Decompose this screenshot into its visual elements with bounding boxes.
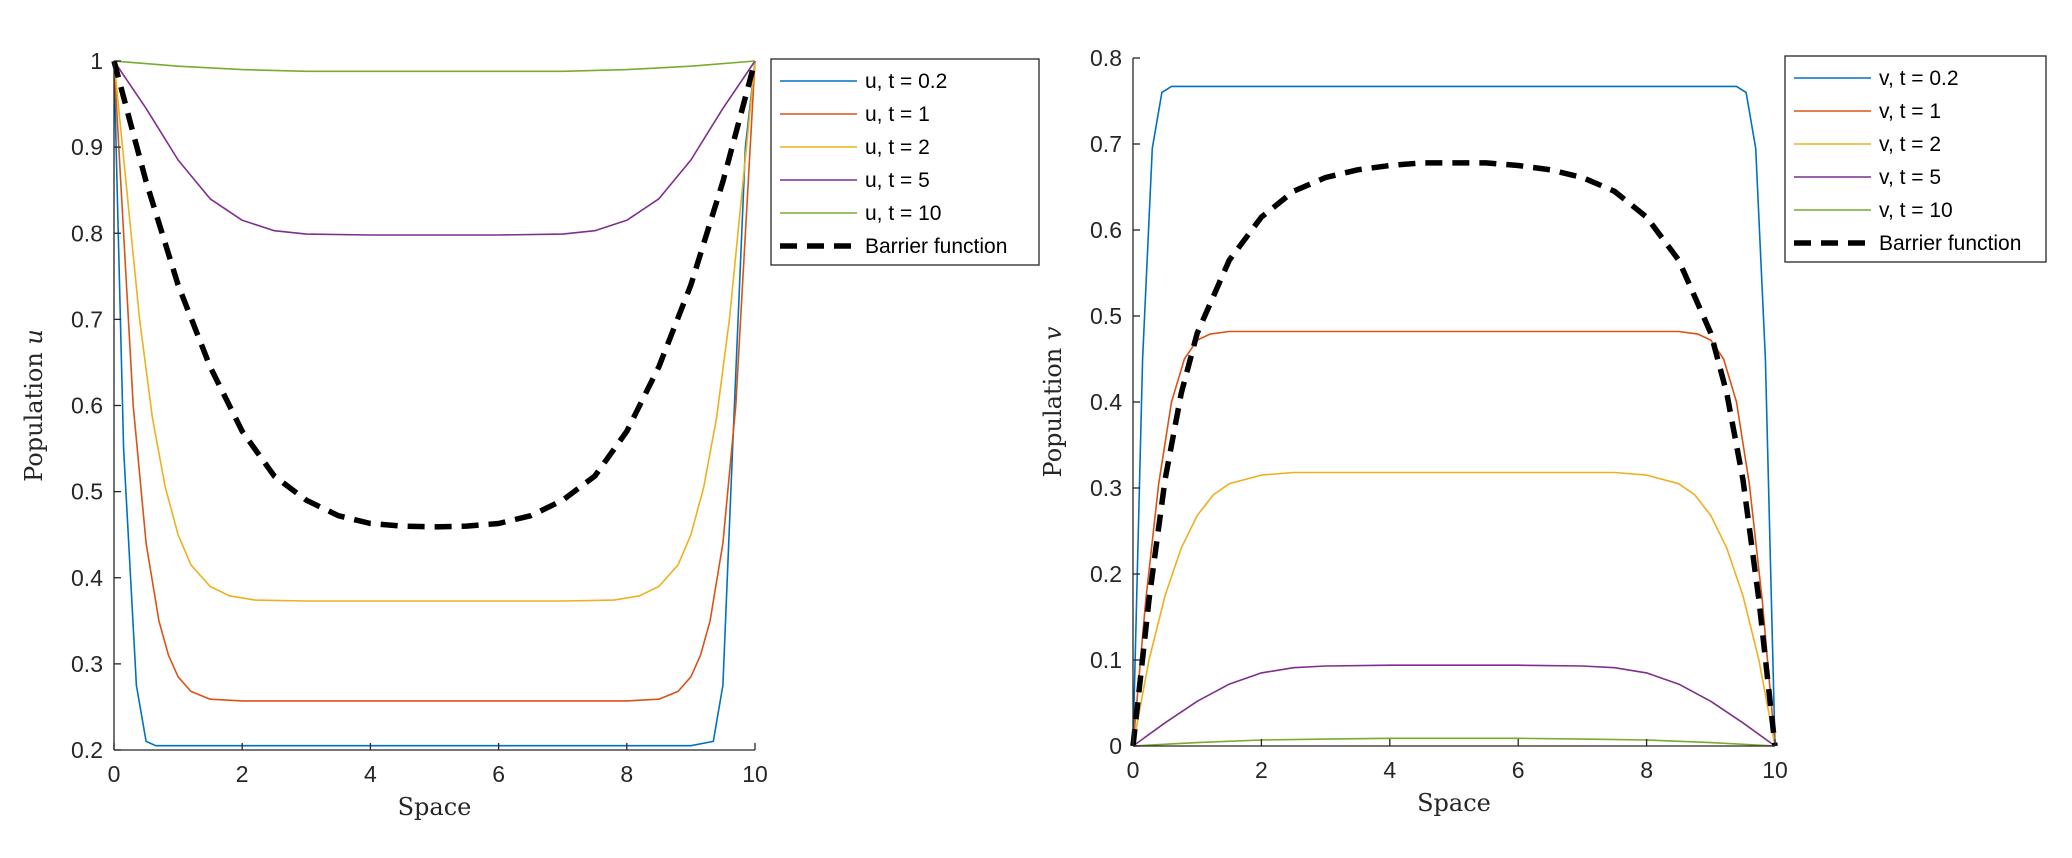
y-tick-label: 0.1	[1090, 647, 1122, 673]
legend-label: v, t = 2	[1879, 133, 1941, 156]
x-tick-label: 0	[1127, 757, 1140, 783]
x-axis-title: Space	[1417, 789, 1491, 817]
x-tick-label: 8	[620, 761, 633, 787]
x-tick-label: 4	[1383, 757, 1396, 783]
legend-label: u, t = 0.2	[865, 70, 947, 93]
series-line-3	[113, 60, 756, 602]
y-axis-title-text: Population	[1039, 340, 1067, 477]
y-tick-label: 0.2	[71, 737, 103, 763]
series-line-1	[113, 60, 756, 747]
x-tick-label: 6	[492, 761, 505, 787]
y-tick-label: 0.6	[1090, 217, 1122, 243]
x-tick-label: 0	[108, 761, 121, 787]
series-line-2	[113, 60, 756, 702]
legend-label: u, t = 2	[865, 136, 930, 159]
x-tick-label: 4	[364, 761, 377, 787]
y-tick-label: 0.7	[1090, 131, 1122, 157]
y-tick-label: 0	[1109, 733, 1122, 759]
series-line-3	[1132, 471, 1776, 747]
legend-label: Barrier function	[1879, 232, 2021, 255]
legend-label: u, t = 10	[865, 202, 941, 225]
y-tick-label: 0.4	[1090, 389, 1122, 415]
legend-label: u, t = 5	[865, 169, 930, 192]
chart-1: 0 2 4 6 8 10 0.2 0.3 0.4 0.5 0.6 0.7 0.8 0.9 1 Space Pop…	[20, 48, 1040, 821]
y-tick-label: 0.6	[71, 393, 103, 419]
x-tick-label: 2	[1255, 757, 1268, 783]
legend: v, t = 0.2 v, t = 1 v, t = 2 v, t = 5 v, t =…	[1784, 55, 2047, 263]
legend-box	[1784, 55, 2047, 263]
series-line-2	[1132, 330, 1776, 747]
legend: u, t = 0.2 u, t = 1 u, t = 2 u, t = 5 u, t =…	[770, 58, 1040, 266]
y-tick-label: 0.5	[1090, 303, 1122, 329]
y-axis-title-text: Population	[20, 345, 48, 482]
x-axis-title: Space	[398, 793, 472, 821]
y-tick-label: 0.3	[71, 651, 103, 677]
x-tick-label: 10	[1762, 757, 1788, 783]
legend-label: v, t = 1	[1879, 100, 1941, 123]
x-tick-label: 8	[1640, 757, 1653, 783]
y-tick-label: 0.8	[71, 220, 103, 246]
y-tick-label: 0.7	[71, 306, 103, 332]
y-axis-title-symbol: v	[1039, 326, 1067, 340]
legend-label: v, t = 5	[1879, 166, 1941, 189]
legend-box	[770, 58, 1040, 266]
legend-label: Barrier function	[865, 235, 1007, 258]
legend-label: v, t = 10	[1879, 199, 1953, 222]
series-line-1	[1132, 85, 1776, 747]
series-line-4	[113, 60, 756, 236]
y-tick-label: 1	[90, 48, 103, 74]
y-axis-title-symbol: u	[20, 329, 48, 344]
series-line-4	[1132, 664, 1776, 747]
series-line-6	[111, 60, 758, 530]
x-tick-label: 10	[742, 761, 768, 787]
legend-label: v, t = 0.2	[1879, 67, 1959, 90]
y-axis-title: Population v	[1039, 326, 1067, 477]
x-tick-label: 6	[1512, 757, 1525, 783]
y-tick-label: 0.8	[1090, 45, 1122, 71]
y-tick-label: 0.2	[1090, 561, 1122, 587]
x-tick-label: 2	[236, 761, 249, 787]
series-line-5	[113, 60, 756, 73]
y-tick-label: 0.5	[71, 479, 103, 505]
series-line-5	[1132, 737, 1776, 747]
series-line-6	[1130, 160, 1778, 747]
y-tick-label: 0.3	[1090, 475, 1122, 501]
y-tick-label: 0.4	[71, 565, 103, 591]
y-axis-title: Population u	[20, 329, 48, 482]
chart-2: 0 2 4 6 8 10 0 0.1 0.2 0.3 0.4 0.5 0.6 0.7 0.8 Space Pop…	[1039, 45, 2047, 817]
y-tick-label: 0.9	[71, 134, 103, 160]
legend-label: u, t = 1	[865, 103, 930, 126]
